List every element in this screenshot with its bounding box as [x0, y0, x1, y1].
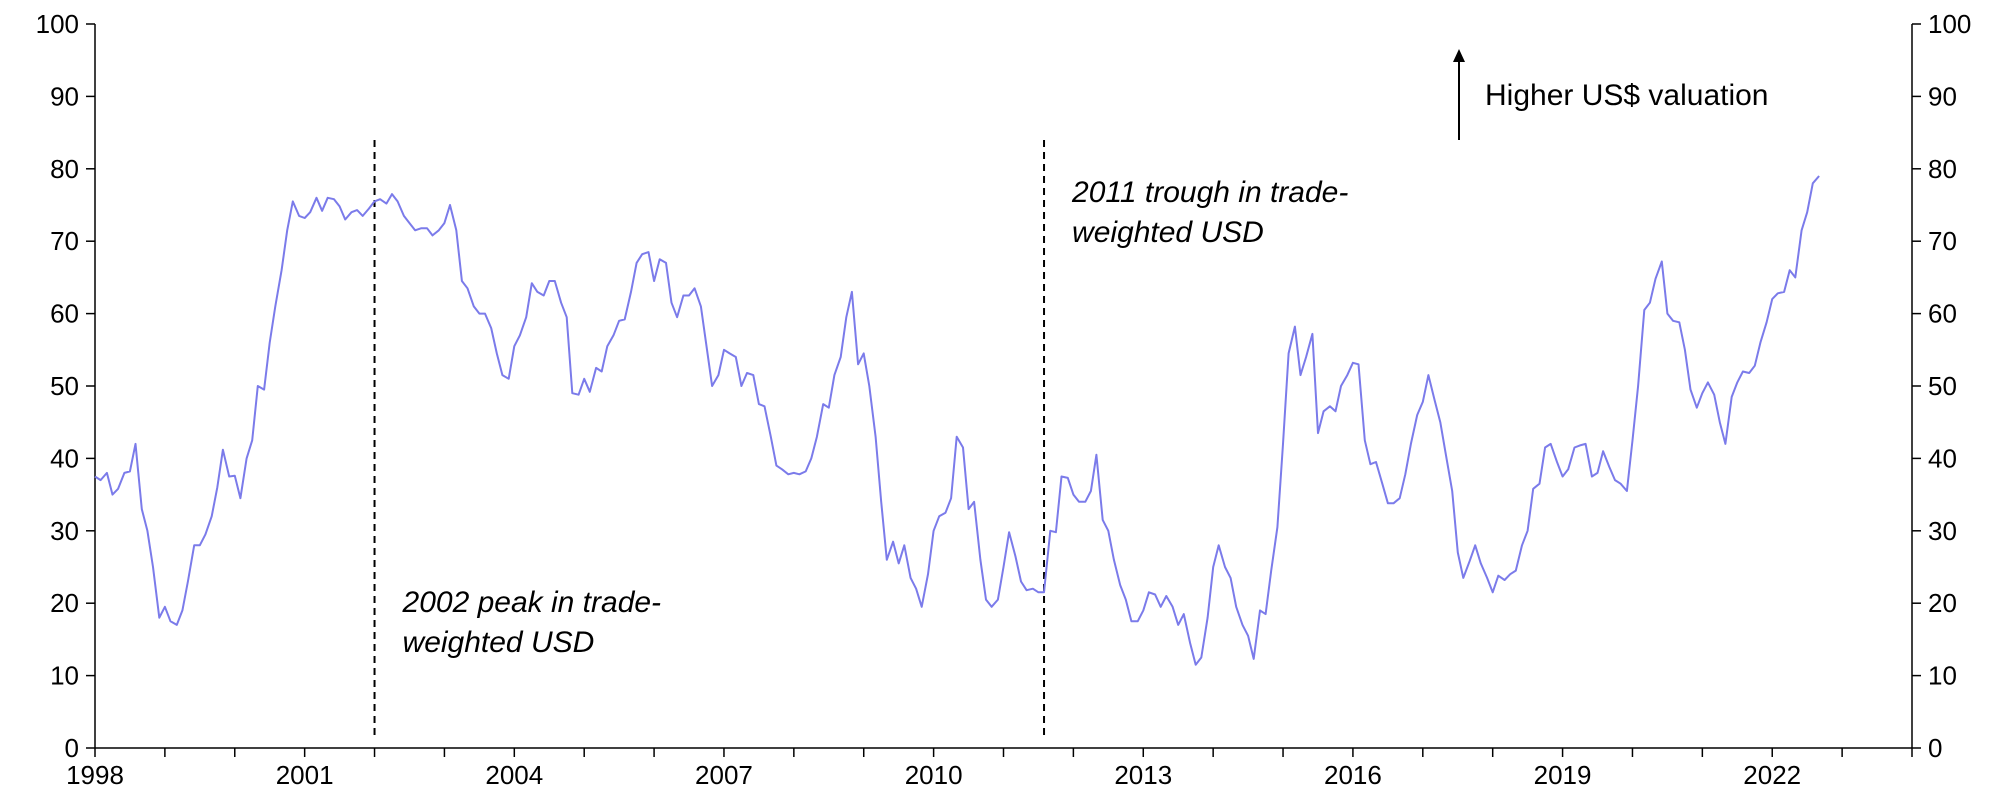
x-tick-label: 2004 — [485, 760, 543, 790]
arrow-annotation: Higher US$ valuation — [1453, 49, 1769, 140]
vertical-marker-label: 2011 trough in trade- — [1071, 176, 1348, 209]
vertical-marker-label: weighted USD — [1072, 216, 1264, 249]
x-tick-label: 2019 — [1534, 760, 1592, 790]
left-y-tick-label: 0 — [65, 733, 79, 763]
right-y-tick-label: 0 — [1928, 733, 1942, 763]
left-y-tick-label: 100 — [36, 9, 79, 39]
arrow-annotation-label: Higher US$ valuation — [1485, 79, 1769, 112]
vertical-marker-label: weighted USD — [403, 626, 595, 659]
series-group — [94, 175, 1820, 666]
left-y-tick-label: 80 — [50, 154, 79, 184]
x-tick-label: 1998 — [66, 760, 124, 790]
right-y-tick-label: 20 — [1928, 588, 1957, 618]
left-y-tick-label: 70 — [50, 226, 79, 256]
left-y-tick-label: 50 — [50, 371, 79, 401]
right-y-tick-label: 10 — [1928, 661, 1957, 691]
right-y-tick-label: 90 — [1928, 81, 1957, 111]
x-tick-label: 2022 — [1743, 760, 1801, 790]
vertical-markers: 2002 peak in trade-weighted USD 2011 trou… — [373, 140, 1348, 738]
right-y-tick-label: 70 — [1928, 226, 1957, 256]
x-tick-label: 2010 — [905, 760, 963, 790]
left-y-tick-label: 30 — [50, 516, 79, 546]
left-y-tick-label: 90 — [50, 81, 79, 111]
right-y-axis-ticks: 0 10 20 30 40 50 60 70 80 90 100 — [1912, 9, 1971, 763]
x-tick-label: 2001 — [276, 760, 334, 790]
left-y-tick-label: 40 — [50, 443, 79, 473]
right-y-tick-label: 50 — [1928, 371, 1957, 401]
left-y-axis-ticks: 0 10 20 30 40 50 60 70 80 90 100 — [36, 9, 95, 763]
arrow-head-icon — [1453, 49, 1465, 62]
vertical-marker-label: 2002 peak in trade- — [402, 586, 662, 619]
right-y-tick-label: 60 — [1928, 299, 1957, 329]
x-tick-label: 2007 — [695, 760, 753, 790]
right-y-tick-label: 80 — [1928, 154, 1957, 184]
x-tick-label: 2013 — [1114, 760, 1172, 790]
x-tick-label: 2016 — [1324, 760, 1382, 790]
left-y-tick-label: 20 — [50, 588, 79, 618]
left-y-tick-label: 10 — [50, 661, 79, 691]
right-y-tick-label: 30 — [1928, 516, 1957, 546]
series-line — [94, 175, 1820, 666]
left-y-tick-label: 60 — [50, 299, 79, 329]
x-axis-ticks: 1998 2001 2004 2007 2010 2013 2016 2019 2022 — [66, 748, 1913, 790]
right-y-tick-label: 40 — [1928, 443, 1957, 473]
right-y-tick-label: 100 — [1928, 9, 1971, 39]
